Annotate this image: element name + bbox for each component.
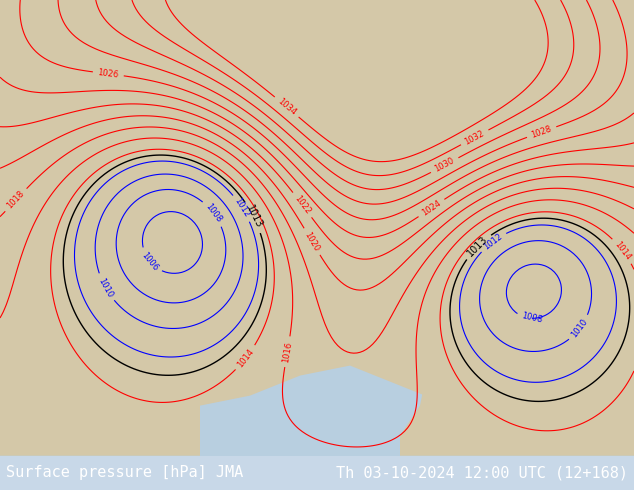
Text: 1010: 1010 bbox=[570, 317, 590, 339]
Polygon shape bbox=[0, 0, 634, 406]
Text: 1008: 1008 bbox=[521, 312, 543, 325]
Text: 1010: 1010 bbox=[96, 276, 115, 299]
Text: 1014: 1014 bbox=[612, 240, 633, 262]
Text: 1008: 1008 bbox=[204, 202, 223, 224]
Text: 1016: 1016 bbox=[281, 341, 294, 363]
Text: 1032: 1032 bbox=[463, 128, 486, 147]
Text: 1012: 1012 bbox=[233, 197, 252, 220]
Text: 1030: 1030 bbox=[433, 156, 456, 174]
Text: Th 03-10-2024 12:00 UTC (12+168): Th 03-10-2024 12:00 UTC (12+168) bbox=[335, 466, 628, 480]
Text: 1012: 1012 bbox=[482, 232, 504, 251]
Text: 1024: 1024 bbox=[420, 198, 443, 218]
Text: 1013: 1013 bbox=[466, 234, 490, 259]
Polygon shape bbox=[0, 295, 200, 456]
Text: 1022: 1022 bbox=[292, 194, 312, 216]
Text: 1018: 1018 bbox=[6, 189, 27, 211]
Text: 1028: 1028 bbox=[530, 124, 553, 140]
Text: 1006: 1006 bbox=[139, 250, 160, 272]
Polygon shape bbox=[200, 165, 380, 356]
Text: 1034: 1034 bbox=[276, 97, 298, 117]
Text: Surface pressure [hPa] JMA: Surface pressure [hPa] JMA bbox=[6, 466, 243, 480]
Text: 1014: 1014 bbox=[236, 347, 256, 369]
Polygon shape bbox=[400, 235, 634, 456]
Text: 1026: 1026 bbox=[97, 68, 119, 79]
Text: 1013: 1013 bbox=[244, 204, 264, 230]
Text: 1020: 1020 bbox=[303, 230, 321, 253]
